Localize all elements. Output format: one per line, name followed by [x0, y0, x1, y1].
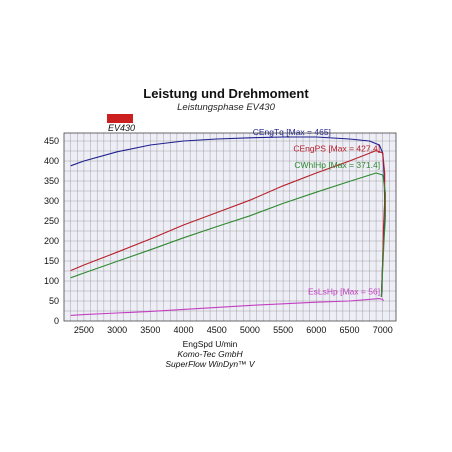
x-axis-ticks: 2500 3000 3500 4000 4500 5000 5500 6000 6500 7000 — [74, 325, 393, 335]
x-tick-label: 6500 — [340, 325, 360, 335]
x-axis-label: EngSpd U/min — [183, 339, 238, 349]
x-tick-label: 7000 — [373, 325, 393, 335]
y-tick-label: 50 — [49, 296, 59, 306]
series-label-cengps: CEngPS [Max = 427.4] — [293, 143, 380, 153]
x-tick-label: 3000 — [107, 325, 127, 335]
series-label-eslshp: EsLsHp [Max = 56] — [308, 287, 380, 297]
series-label-cwhlhp: CWhlHp [Max = 371.4] — [294, 160, 380, 170]
series-layer — [70, 136, 386, 316]
y-tick-label: 150 — [44, 256, 59, 266]
x-tick-label: 4000 — [174, 325, 194, 335]
series-label-cengtq: CEngTq [Max = 465] — [253, 127, 331, 137]
x-tick-label: 5500 — [273, 325, 293, 335]
x-tick-label: 2500 — [74, 325, 94, 335]
footer-software: SuperFlow WinDyn™ V — [165, 359, 256, 369]
y-tick-label: 450 — [44, 136, 59, 146]
y-axis-ticks: 0 50 100 150 200 250 300 350 400 450 — [44, 136, 59, 326]
y-tick-label: 400 — [44, 156, 59, 166]
y-tick-label: 200 — [44, 236, 59, 246]
series-line-eslshp — [70, 298, 384, 316]
series-line-cengps — [70, 150, 386, 298]
y-tick-label: 350 — [44, 176, 59, 186]
plot-frame — [63, 132, 397, 322]
y-tick-label: 250 — [44, 216, 59, 226]
footer-company: Komo-Tec GmbH — [177, 349, 243, 359]
run-badge-label: EV430 — [108, 123, 135, 133]
run-badge — [107, 114, 133, 123]
chart-subtitle: Leistungsphase EV430 — [177, 102, 275, 113]
y-tick-label: 100 — [44, 276, 59, 286]
x-tick-label: 5000 — [240, 325, 260, 335]
series-line-cwhlhp — [70, 172, 386, 298]
y-tick-label: 0 — [54, 316, 59, 326]
x-tick-label: 6000 — [306, 325, 326, 335]
grid-lines — [64, 133, 396, 321]
series-labels: CEngTq [Max = 465] CEngPS [Max = 427.4] CW… — [253, 127, 380, 297]
x-tick-label: 4500 — [207, 325, 227, 335]
chart-title: Leistung und Drehmoment — [143, 86, 309, 101]
y-tick-label: 300 — [44, 196, 59, 206]
x-tick-label: 3500 — [140, 325, 160, 335]
